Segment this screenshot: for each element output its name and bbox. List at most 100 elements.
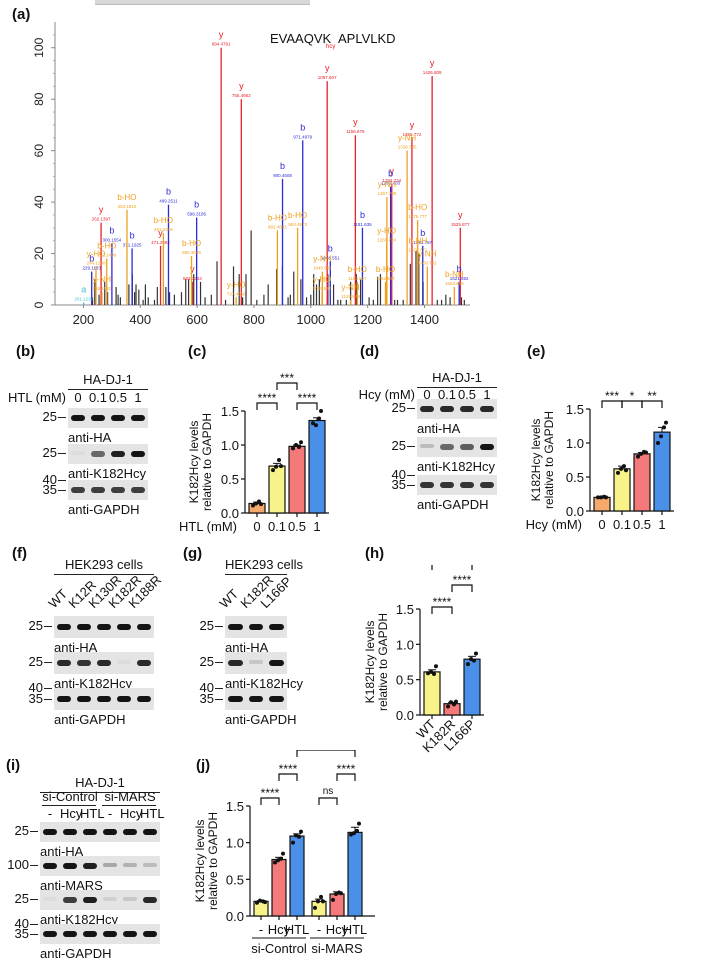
protein-band [480,406,494,412]
data-point [259,502,263,507]
peak-mz-label: 1521.882 [450,276,469,281]
y-tick-label: 0.5 [221,472,239,487]
peak-ion-label: b [194,200,199,210]
peak-ion-label: y-NH [398,134,416,143]
antibody-label: anti-HA [417,421,461,436]
antibody-label: anti-GAPDH [68,502,140,517]
peak-mz-label: 1376.771 [409,248,428,253]
bar-1 [268,465,286,514]
significance-label: **** [279,762,298,776]
y-axis-label-line2: relative to GAPDH [206,812,220,910]
antibody-label: anti-GAPDH [417,497,489,512]
significance-label: *** [605,389,619,403]
protein-band [420,406,434,412]
protein-band [103,897,117,901]
protein-band [143,931,157,937]
peak-ion-label: b-HO [117,193,136,202]
significance-label: **** [433,595,452,609]
peak-mz-label: 1139.649 [341,294,360,299]
data-point [263,900,267,905]
peak-mz-label: 971.4979 [293,134,312,139]
significance-label: **** [337,762,356,776]
mw-marker: 25 [372,438,415,453]
bar-2 [289,835,305,917]
bar-chart-h: 0.0 0.5 1.0 1.5 K182Hcy levels relative to GA… [363,565,484,755]
data-point [271,468,275,473]
protein-band [71,415,85,421]
mw-marker: 40 [0,916,38,931]
significance-label: ** [647,389,657,403]
peak-ion-label: y [430,58,435,68]
protein-band [117,624,131,630]
lane-label: Hcy [120,806,143,821]
x-tick-label: 0.5 [633,517,651,532]
protein-band [103,931,117,937]
protein-band [57,624,71,630]
protein-band [71,487,85,493]
mw-marker: 25 [9,618,52,633]
x-tick-label: HTL [343,922,368,937]
peak-mz-label: 1284.734 [382,178,401,183]
protein-band [97,660,111,666]
data-point [319,409,323,413]
antibody-label: anti-HA [225,640,269,655]
peak-ion-label: b-HO [268,213,287,222]
protein-band [143,863,157,867]
antibody-label: anti-MARS [40,878,103,893]
peak-ion-label: b-HO [182,239,201,248]
bar-0 [423,671,441,716]
protein-band [420,482,434,488]
lane-label: HTL [140,806,165,821]
data-point [299,440,303,445]
peptide-sequence-tail: APLVLKD [338,31,396,46]
data-point [334,892,338,896]
peak-ion-label: b [166,187,171,197]
y-tick-label: 0.5 [566,470,584,485]
protein-band [123,863,137,867]
protein-band [440,482,454,488]
peptide-sequence-main: EVAAQVK [270,31,332,46]
blot-header: HA-DJ-1 [432,370,482,385]
lane-label: 1 [483,387,491,402]
peak-mz-label: 1040.581 [313,266,332,271]
protein-band [83,863,97,869]
data-point [355,828,359,833]
peak-mz-label: 300.1554 [103,237,122,242]
peak-ion-label: y [239,81,244,91]
group-underline [42,805,96,806]
x-tick-label: - [317,922,321,937]
mw-marker: 40 [372,467,415,482]
bar-3 [308,419,326,514]
panel-label-i: (i) [6,757,21,774]
protein-band [71,451,85,455]
x-tick-label: 1 [313,519,320,534]
peak-mz-label: 1504.856 [445,281,464,286]
blot-strip-anti-HA [417,399,497,419]
protein-band [480,482,494,488]
protein-band [77,660,91,666]
peak-mz-label: 371.1925 [123,242,142,247]
data-point [279,464,283,469]
significance-bracket [260,797,280,805]
blot-strip-anti-K182Hcy [417,437,497,457]
data-point [313,905,317,910]
protein-band [83,897,97,903]
protein-band [480,444,494,450]
antibody-label: anti-GAPDH [225,712,297,727]
x-tick-label: 0.1 [613,517,631,532]
blot-header: HEK293 cells [64,557,144,572]
y-tick-label: 80 [32,92,46,106]
peak-mz-label: 1262.697 [376,276,395,281]
peak-ion-label: b [89,254,94,264]
bar-0 [593,496,611,512]
data-point [472,658,476,663]
peak-ion-label: y-HO [87,249,106,258]
data-point [426,671,430,676]
protein-band [63,829,77,835]
data-point [273,860,277,865]
peak-ion-label: b [130,230,135,240]
protein-band [228,660,243,666]
peak-mz-label: 481.2405 [154,227,173,232]
peak-mz-label: 755.4662 [232,93,251,98]
panel-label-g: (g) [183,545,203,562]
